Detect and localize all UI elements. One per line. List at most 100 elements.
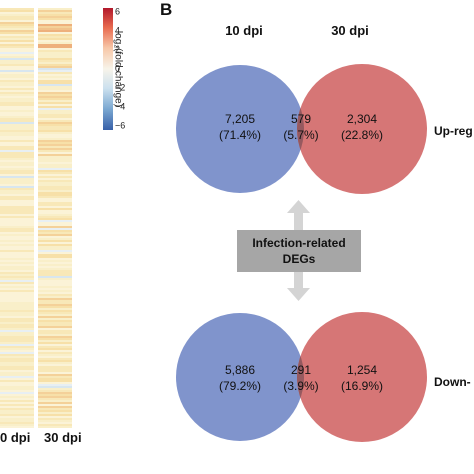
heatmap-cell: [38, 350, 72, 352]
heatmap-cell: [0, 116, 34, 118]
heatmap-cell: [0, 298, 34, 300]
heatmap-cell: [38, 382, 72, 384]
heatmap-cell: [38, 230, 72, 232]
heatmap-cell: [38, 206, 72, 208]
heatmap-cell: [38, 308, 72, 310]
heatmap-cell: [38, 276, 72, 278]
heatmap-cell: [38, 30, 72, 32]
heatmap-column-30dpi: [38, 8, 72, 428]
heatmap-cell: [0, 136, 34, 138]
heatmap-column-0dpi: [0, 8, 34, 428]
heatmap-cell: [0, 248, 34, 250]
heatmap-cell: [38, 156, 72, 158]
heatmap-cell: [0, 284, 34, 286]
heatmap-cell: [0, 398, 34, 400]
heatmap-cell: [0, 84, 34, 86]
heatmap-column-label: 30 dpi: [44, 430, 82, 445]
heatmap-cell: [38, 152, 72, 154]
heatmap-cell: [38, 324, 72, 326]
heatmap-cell: [38, 202, 72, 204]
heatmap-cell: [38, 104, 72, 106]
heatmap-cell: [0, 418, 34, 420]
heatmap-cell: [38, 424, 72, 426]
colorbar-tick: −4: [115, 101, 126, 112]
heatmap-cell: [38, 98, 72, 100]
heatmap-cell: [38, 252, 72, 254]
heatmap-cell: [0, 128, 34, 130]
heatmap-cell: [0, 216, 34, 218]
heatmap-cell: [0, 326, 34, 328]
heatmap-cell: [38, 218, 72, 220]
heatmap-cell: [0, 60, 34, 62]
heatmap-cell: [0, 260, 34, 262]
heatmap-cell: [38, 340, 72, 342]
heatmap-cell: [0, 300, 34, 302]
heatmap-cell: [38, 150, 72, 152]
heatmap-cell: [38, 208, 72, 210]
heatmap-cell: [0, 186, 34, 188]
heatmap-cell: [0, 146, 34, 148]
heatmap-cell: [38, 358, 72, 360]
heatmap-cell: [38, 192, 72, 194]
venn-down-right-pct: (16.9%): [341, 379, 383, 393]
heatmap-cell: [0, 408, 34, 410]
heatmap-cell: [0, 76, 34, 78]
heatmap-cell: [38, 24, 72, 26]
heatmap-cell: [38, 212, 72, 214]
heatmap-cell: [0, 92, 34, 94]
colorbar-tick: 0: [115, 63, 121, 74]
heatmap-cell: [38, 402, 72, 404]
heatmap-cell: [38, 204, 72, 206]
heatmap-cell: [0, 122, 34, 124]
heatmap-cell: [38, 14, 72, 16]
heatmap-cell: [38, 296, 72, 298]
heatmap-cell: [38, 420, 72, 422]
heatmap-cell: [0, 358, 34, 360]
heatmap-cell: [38, 250, 72, 252]
heatmap-cell: [0, 344, 34, 346]
heatmap-cell: [38, 260, 72, 262]
heatmap-cell: [0, 120, 34, 122]
heatmap-cell: [38, 332, 72, 334]
heatmap-cell: [0, 112, 34, 114]
heatmap-cell: [0, 280, 34, 282]
heatmap-cell: [0, 270, 34, 272]
venn-up-overlap-pct: (5.7%): [283, 128, 318, 142]
infection-related-degs-box: Infection-related DEGs: [237, 230, 361, 272]
heatmap-cell: [0, 374, 34, 376]
heatmap-cell: [0, 14, 34, 16]
heatmap-cell: [0, 232, 34, 234]
heatmap-cell: [38, 28, 72, 30]
heatmap-cell: [38, 322, 72, 324]
heatmap-cell: [38, 50, 72, 52]
heatmap-cell: [0, 20, 34, 22]
heatmap-cell: [38, 262, 72, 264]
heatmap-cell: [0, 354, 34, 356]
heatmap-cell: [38, 348, 72, 350]
venn-down-circle-10dpi: [176, 313, 304, 441]
heatmap-cell: [38, 370, 72, 372]
colorbar-tick: 2: [115, 44, 121, 55]
heatmap-cell: [38, 224, 72, 226]
venn-up-right-pct: (22.8%): [341, 128, 383, 142]
heatmap-cell: [38, 40, 72, 42]
heatmap-cell: [38, 226, 72, 228]
heatmap-cell: [38, 182, 72, 184]
heatmap-cell: [38, 392, 72, 394]
heatmap-cell: [0, 380, 34, 382]
heatmap-cell: [0, 110, 34, 112]
heatmap-cell: [0, 172, 34, 174]
heatmap-cell: [38, 400, 72, 402]
heatmap-cell: [38, 330, 72, 332]
heatmap-cell: [0, 140, 34, 142]
venn-down-right-count: 1,254: [347, 363, 377, 377]
heatmap-cell: [0, 154, 34, 156]
heatmap-cell: [0, 416, 34, 418]
heatmap-cell: [0, 312, 34, 314]
heatmap-cell: [0, 40, 34, 42]
heatmap-cell: [38, 292, 72, 294]
heatmap-cell: [38, 228, 72, 230]
heatmap-strip-1: [0, 8, 34, 428]
venn-up-circle-30dpi: [297, 64, 427, 194]
heatmap-cell: [0, 406, 34, 408]
